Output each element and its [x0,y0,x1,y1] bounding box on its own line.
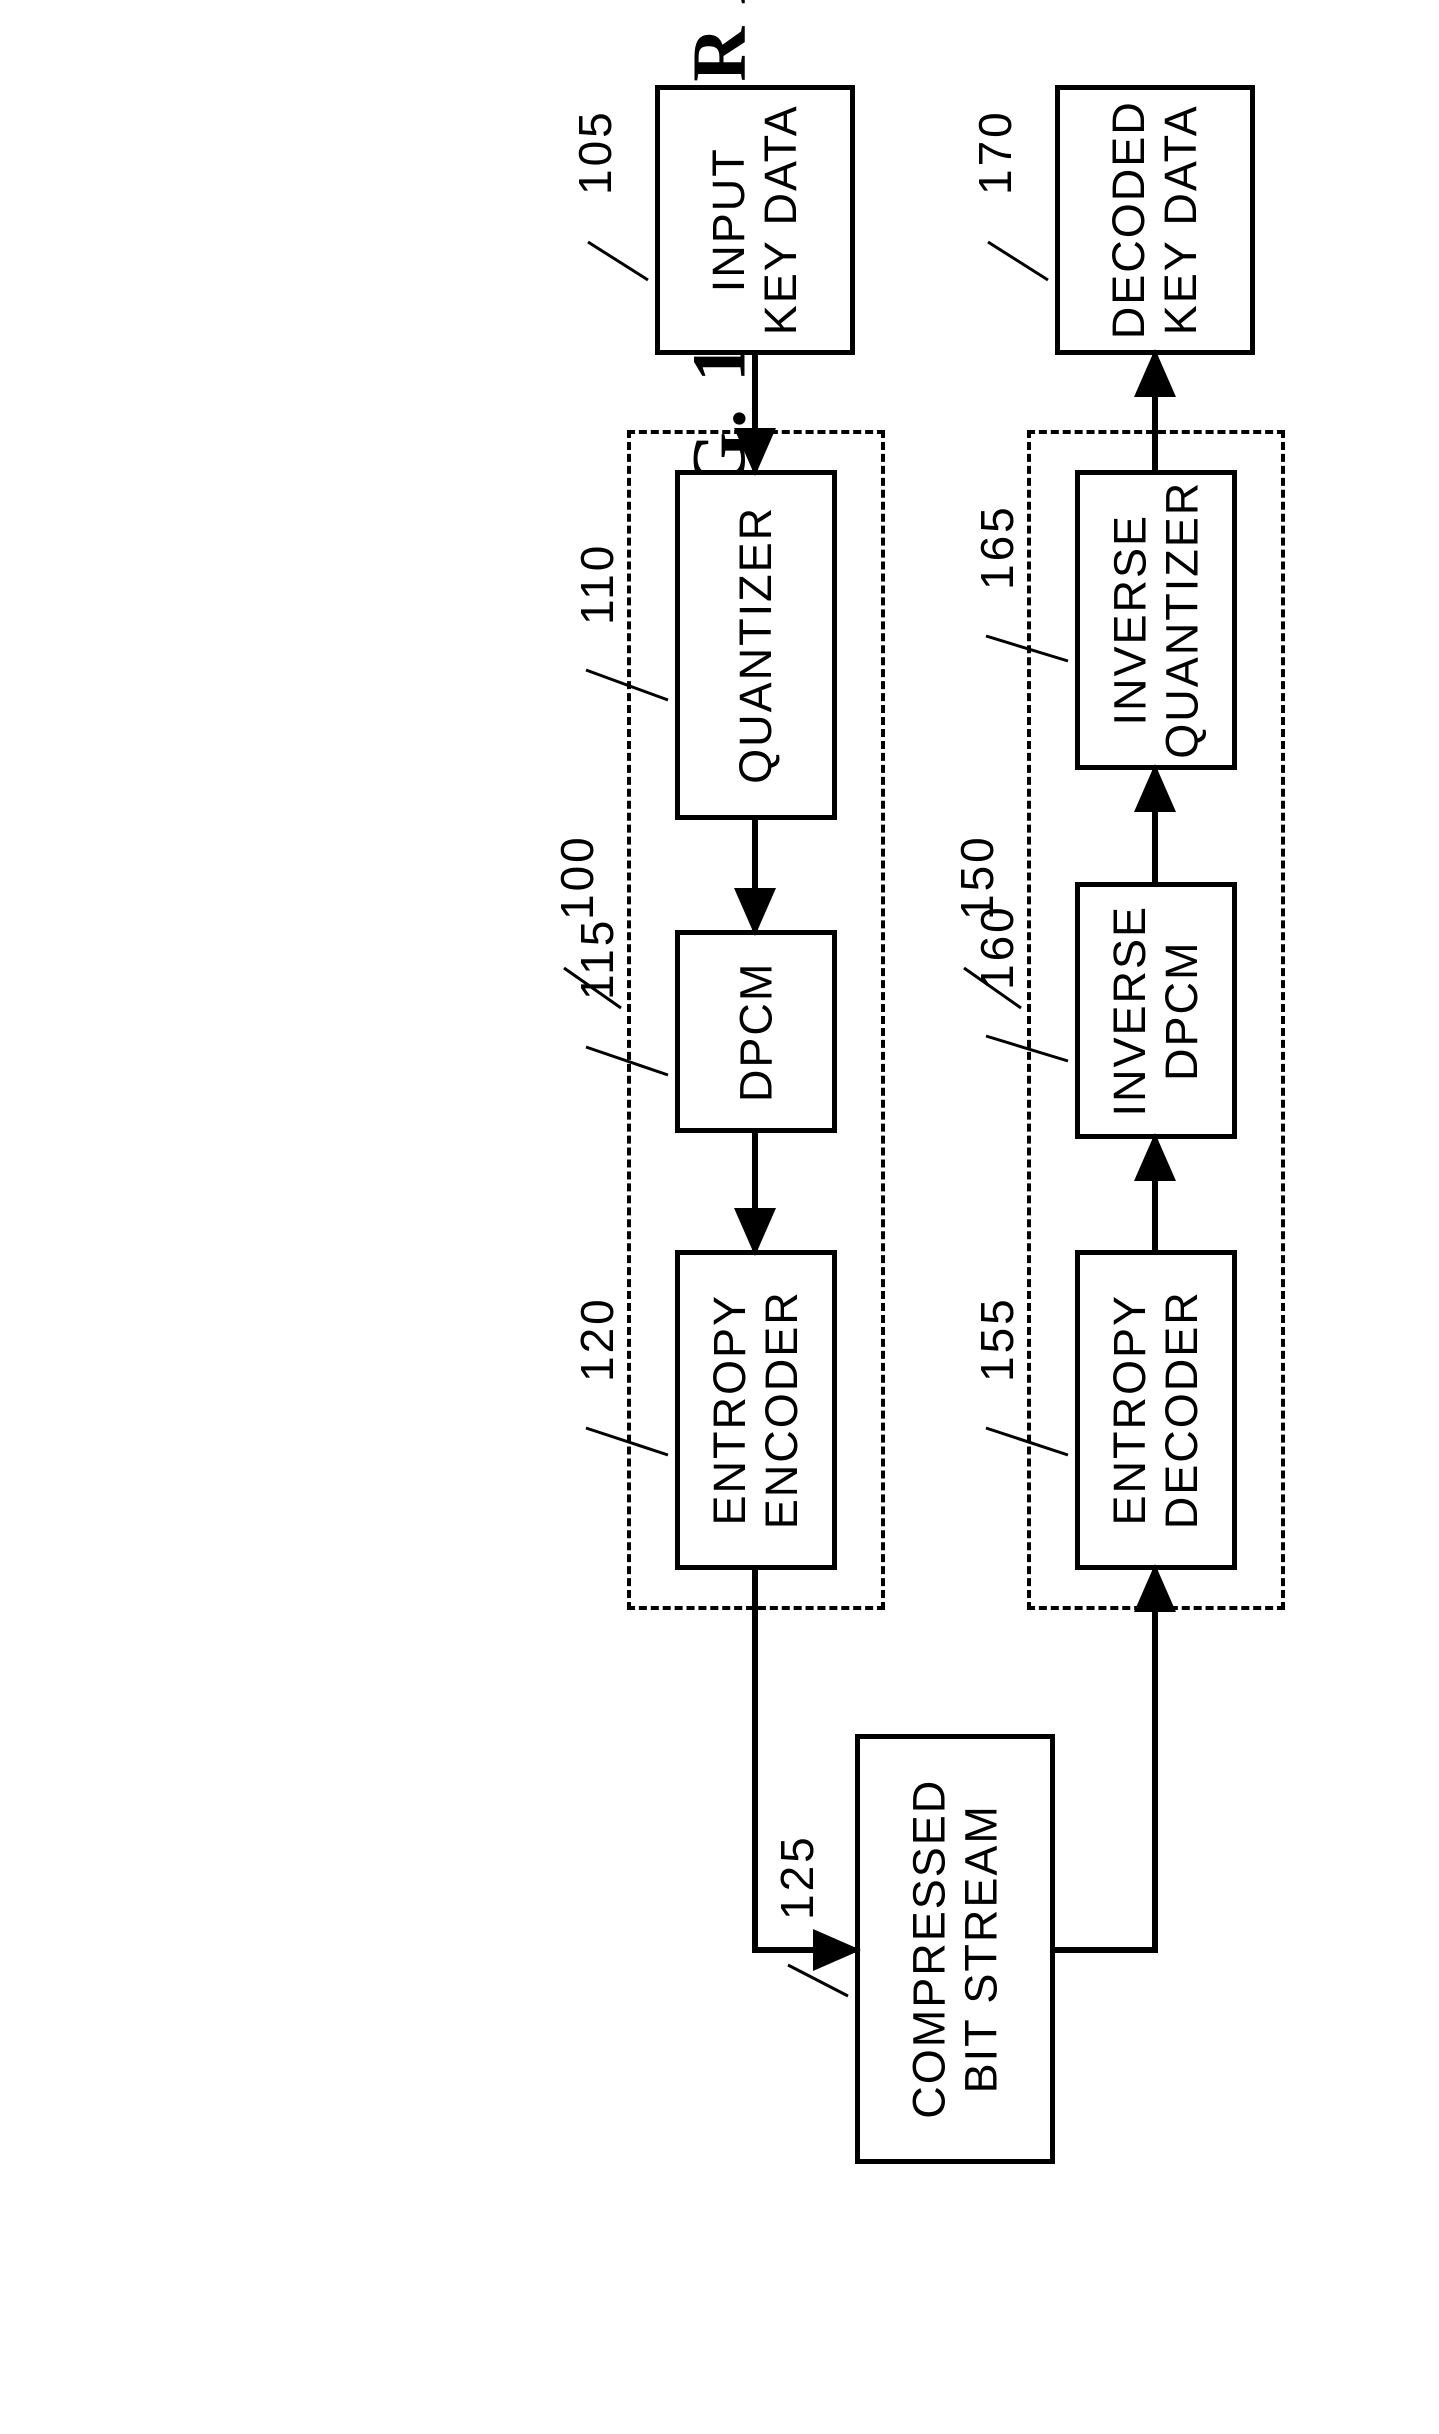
input-block: INPUTKEY DATA [655,85,855,355]
leader-cbs [788,1965,848,1996]
diagram-canvas: FIG. 1 (PRIOR ART) 100 150 INPUTKEY DATA… [0,0,1439,2434]
inverse-quantizer-block: INVERSEQUANTIZER [1075,470,1237,770]
block-text-line: DECODED [1103,100,1155,339]
block-text: INVERSEDPCM [1104,905,1208,1117]
block-text-line: ENTROPY [1104,1290,1156,1529]
quantizer-ref-label: 110 [570,543,624,625]
quantizer-block: QUANTIZER [675,470,837,820]
block-text-line: INVERSE [1104,905,1156,1117]
block-text-line: QUANTIZER [1156,481,1208,759]
block-text-line: COMPRESSED [903,1779,955,2119]
entropy-encoder-block: ENTROPYENCODER [675,1250,837,1570]
block-text-line: ENTROPY [704,1290,756,1529]
block-text-line: DPCM [1156,905,1208,1117]
block-text-line: ENCODER [756,1290,808,1529]
compressed-bit-stream-block: COMPRESSEDBIT STREAM [855,1734,1055,2164]
output-block: DECODEDKEY DATA [1055,85,1255,355]
block-text: INPUTKEY DATA [703,104,807,335]
entropy-encoder-ref-label: 120 [570,1296,624,1382]
compressed-bit-stream-ref-label: 125 [770,1834,824,1920]
inverse-dpcm-block: INVERSEDPCM [1075,882,1237,1139]
block-text-line: QUANTIZER [730,506,782,784]
entropy-decoder-ref-label: 155 [970,1296,1024,1382]
block-text-line: KEY DATA [755,104,807,335]
entropy-decoder-block: ENTROPYDECODER [1075,1250,1237,1570]
input-ref-label: 105 [568,109,622,195]
dpcm-block: DPCM [675,930,837,1133]
inverse-quantizer-ref-label: 165 [970,504,1024,590]
block-text: DECODEDKEY DATA [1103,100,1207,339]
output-ref-label: 170 [968,109,1022,195]
block-text: ENTROPYENCODER [704,1290,808,1529]
encoder-ref-label: 100 [550,834,604,920]
block-text: QUANTIZER [730,506,782,784]
leader-output [988,242,1048,280]
block-text: INVERSEQUANTIZER [1104,481,1208,759]
block-text: DPCM [730,961,782,1102]
block-text-line: INPUT [703,104,755,335]
inverse-dpcm-ref-label: 160 [970,904,1024,990]
leader-input [588,242,648,280]
block-text-line: INVERSE [1104,481,1156,759]
block-text-line: DECODER [1156,1290,1208,1529]
block-text-line: BIT STREAM [955,1779,1007,2119]
block-text: COMPRESSEDBIT STREAM [903,1779,1007,2119]
dpcm-ref-label: 115 [570,918,624,1000]
arrow-a-cbs-entdec [1055,1570,1155,1950]
block-text-line: DPCM [730,961,782,1102]
block-text: ENTROPYDECODER [1104,1290,1208,1529]
block-text-line: KEY DATA [1155,100,1207,339]
